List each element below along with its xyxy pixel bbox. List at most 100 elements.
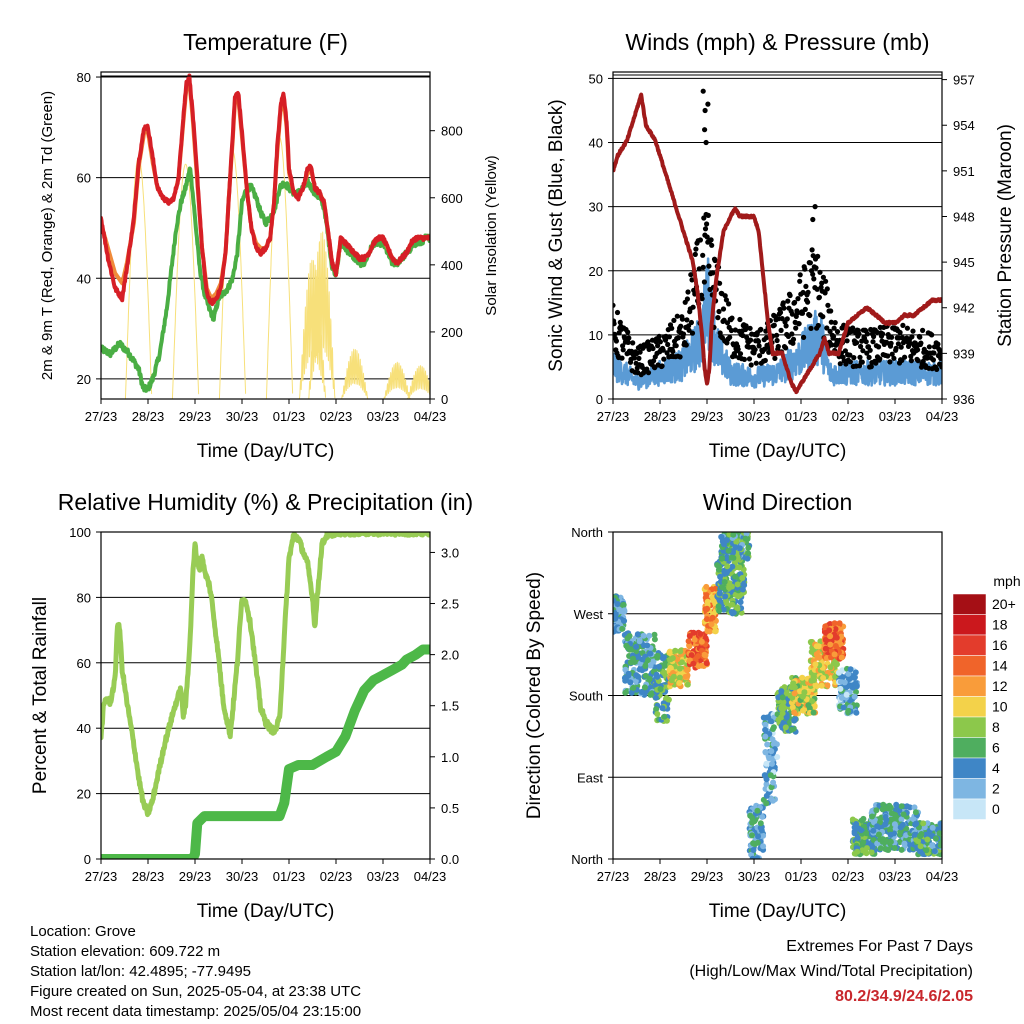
wind-gust-dot (727, 334, 733, 340)
direction-dot (669, 655, 676, 662)
direction-dot (682, 673, 689, 680)
direction-dot (764, 741, 771, 748)
direction-dot (781, 684, 788, 691)
direction-dot (750, 840, 757, 847)
humidity-title: Relative Humidity (%) & Precipitation (i… (58, 489, 473, 515)
direction-dot (812, 661, 819, 668)
wind-gust-dot (726, 301, 732, 307)
direction-dot (912, 809, 919, 816)
humidity-ytick-label: 40 (77, 721, 91, 736)
wind-gust-dot (659, 363, 665, 369)
direction-dot (831, 651, 838, 658)
direction-dot (826, 627, 833, 634)
direction-dot (645, 657, 652, 664)
direction-dot (833, 634, 840, 641)
wind-speed-line (613, 257, 942, 391)
direction-dot (920, 820, 927, 827)
relative-humidity-line (101, 532, 430, 818)
wind-gust-dot (655, 343, 661, 349)
temperature-xtick-label: 27/23 (85, 409, 118, 424)
direction-dot (639, 667, 646, 674)
wind-gust-dot (797, 278, 803, 284)
wind-gust-dot (723, 297, 730, 303)
wind-gust-dot (866, 354, 872, 360)
direction-dot (625, 672, 632, 679)
direction-dot (723, 554, 730, 561)
legend-label: 6 (992, 740, 1000, 756)
direction-dot (783, 714, 790, 721)
wind-gust-dot (812, 204, 818, 210)
winds-xtick-label: 03/23 (879, 409, 912, 424)
wind-gust-dot (819, 280, 825, 286)
direction-dot (636, 638, 643, 645)
direction-dot (783, 689, 790, 696)
wind-gust-dot (724, 320, 731, 326)
wind-gust-dot (877, 356, 883, 362)
humidity-ylabel: Percent & Total Rainfall (30, 597, 51, 794)
wind-gust-dot (790, 340, 796, 346)
wind-gust-dot (847, 352, 853, 358)
wind-gust-dot (793, 325, 799, 331)
wind-gust-dot (693, 246, 699, 252)
wind-gust-dot (700, 252, 706, 258)
legend-swatch (952, 675, 987, 697)
wind-gust-dot (909, 334, 915, 340)
direction-dot (853, 683, 860, 690)
wind-gust-dot (763, 335, 770, 341)
temperature-title: Temperature (F) (183, 29, 348, 55)
legend-swatch (952, 798, 987, 820)
wind-gust-dot (803, 283, 809, 289)
direction-dot (708, 621, 715, 628)
direction-dot (831, 620, 838, 627)
direction-xlabel: Time (Day/UTC) (709, 901, 847, 922)
wind-gust-dot (675, 335, 682, 341)
wind-gust-dot (813, 265, 819, 271)
station-metadata: Location: Grove Station elevation: 609.7… (30, 922, 361, 1022)
station-latlon: Station lat/lon: 42.4895; -77.9495 (30, 963, 252, 980)
direction-dot (646, 632, 653, 639)
direction-dot (851, 693, 858, 700)
temperature-xtick-label: 30/23 (226, 409, 259, 424)
direction-dot (676, 680, 683, 686)
wind-gust-dot (710, 270, 716, 276)
wind-gust-dot (863, 339, 869, 345)
wind-gust-dot (709, 242, 715, 248)
winds-xtick-label: 01/23 (785, 409, 818, 424)
direction-dot (775, 694, 782, 701)
wind-gust-dot (830, 334, 837, 340)
direction-dot (789, 704, 796, 711)
wind-gust-dot (907, 340, 913, 346)
direction-dot (854, 848, 861, 855)
legend-swatch (952, 778, 987, 800)
wind-gust-dot (720, 306, 727, 312)
direction-dot (820, 675, 827, 681)
temperature-plot-border (100, 71, 431, 400)
direction-dot (667, 665, 674, 672)
direction-dot (929, 842, 935, 849)
wind-gust-dot (810, 271, 816, 277)
winds-ylabel: Sonic Wind & Gust (Blue, Black) (546, 99, 567, 371)
direction-xtick-label: 28/23 (644, 869, 677, 884)
wind-gust-dot (702, 107, 708, 114)
wind-gust-dot (902, 354, 908, 360)
direction-dot (767, 772, 774, 779)
plot-area (101, 532, 430, 859)
direction-dot (665, 696, 672, 703)
winds-xtick-label: 04/23 (926, 409, 959, 424)
direction-dot (762, 726, 769, 733)
winds-y2tick-label: 939 (953, 346, 975, 361)
direction-dot (888, 810, 895, 817)
direction-dot (851, 674, 858, 681)
direction-dot (767, 718, 774, 725)
direction-dot (688, 652, 695, 659)
wind-gust-dot (631, 355, 638, 361)
wind-gust-dot (867, 347, 873, 353)
direction-dot (745, 550, 752, 557)
humidity-ytick-label: 60 (77, 656, 91, 671)
legend-label: 16 (992, 637, 1008, 653)
direction-dot (640, 632, 647, 639)
legend-label: 4 (992, 760, 1000, 776)
direction-dot (719, 555, 726, 562)
direction-dot (733, 538, 740, 545)
direction-dot (749, 832, 755, 839)
